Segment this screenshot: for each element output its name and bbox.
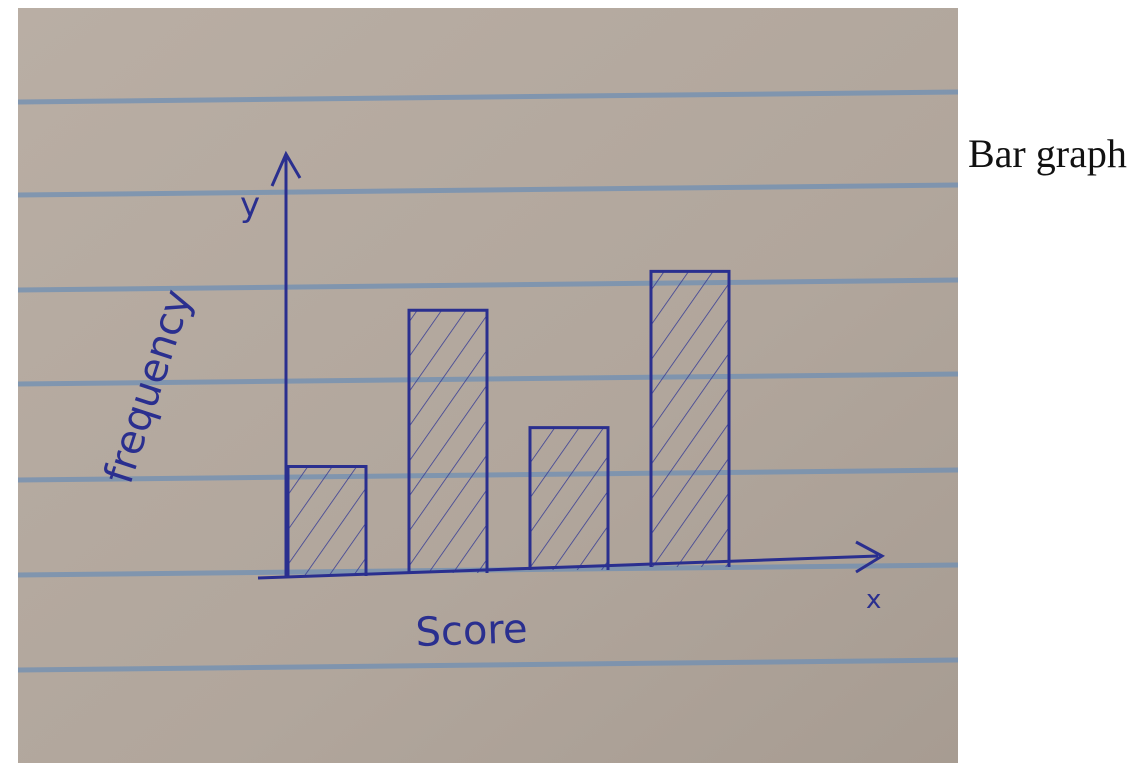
rule-line <box>18 277 958 293</box>
bar-2 <box>407 308 489 573</box>
x-axis-arrowhead <box>855 540 886 574</box>
bar-4-fill <box>651 271 729 567</box>
y-axis-arrowhead <box>270 150 302 187</box>
bar-1 <box>286 465 368 576</box>
caption-text: Bar graph <box>968 131 1127 176</box>
bar-3 <box>528 426 610 570</box>
bar-2-fill <box>409 310 487 573</box>
bars-group <box>286 269 731 576</box>
x-axis-line <box>257 554 879 580</box>
bar-3-fill <box>530 427 608 570</box>
bar-4 <box>649 269 731 567</box>
bar-1-fill <box>288 466 366 576</box>
y-axis-letter: y <box>240 185 260 225</box>
x-axis-title: Score <box>415 606 529 656</box>
x-axis-letter: x <box>866 585 881 615</box>
rule-line <box>18 182 958 198</box>
rule-line <box>18 657 958 673</box>
bar-chart: y x frequency Score <box>18 8 958 763</box>
notebook-photo: y x frequency Score <box>18 8 958 763</box>
rule-line <box>18 89 958 105</box>
